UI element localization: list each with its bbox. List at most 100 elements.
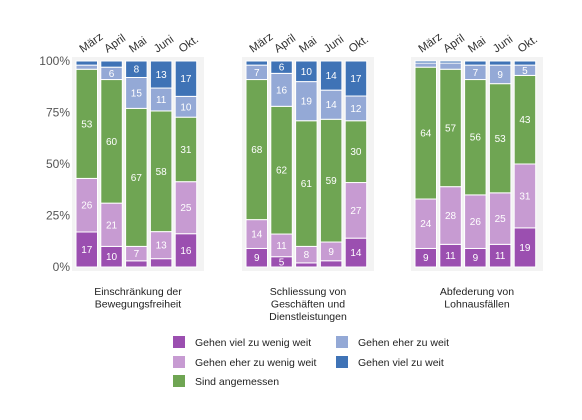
x-category-label: Okt. <box>347 34 371 56</box>
bar-data-label: 11 <box>445 251 456 262</box>
bar-segment <box>100 60 123 68</box>
bar-data-label: 25 <box>495 214 507 225</box>
legend-label: Gehen viel zu weit <box>358 357 444 369</box>
legend-item: Gehen eher zu wenig weit <box>173 356 316 369</box>
bar-data-label: 11 <box>156 95 167 106</box>
bar-data-label: 28 <box>445 211 457 222</box>
bar-data-label: 26 <box>470 217 482 228</box>
bar-segment <box>439 62 462 70</box>
bar-data-label: 7 <box>254 68 260 79</box>
y-tick-label: 0% <box>53 260 71 274</box>
bar-data-label: 5 <box>522 66 528 77</box>
bar-data-label: 11 <box>495 251 506 262</box>
bar-data-label: 27 <box>350 206 362 217</box>
bar-segment <box>149 258 173 268</box>
legend-label: Gehen viel zu wenig weit <box>195 337 311 349</box>
x-category-label: April <box>272 32 298 55</box>
bar-data-label: 10 <box>180 102 192 113</box>
x-category-label: März <box>78 31 106 56</box>
bar-data-label: 7 <box>134 249 140 260</box>
bar-data-label: 10 <box>106 252 118 263</box>
x-category-label: Juni <box>152 34 176 56</box>
bar-data-label: 17 <box>81 245 93 256</box>
bar-data-label: 17 <box>350 74 362 85</box>
bar-segment <box>488 60 512 66</box>
bar-segment <box>414 62 437 68</box>
bar-data-label: 12 <box>350 104 362 115</box>
bar-segment <box>319 60 343 91</box>
bar-data-label: 7 <box>473 68 479 79</box>
bar-data-label: 64 <box>420 129 432 140</box>
x-category-label: März <box>417 31 445 56</box>
legend-swatch <box>336 356 348 368</box>
legend-label: Gehen eher zu wenig weit <box>195 357 316 369</box>
bar-data-label: 14 <box>251 230 263 241</box>
bar-data-label: 21 <box>106 220 118 231</box>
legend-swatch <box>173 375 185 387</box>
bar-data-label: 9 <box>254 253 260 264</box>
bar-segment <box>125 260 148 268</box>
x-category-label: Okt. <box>177 34 201 56</box>
legend-swatch <box>173 356 185 368</box>
bar-data-label: 9 <box>328 247 334 258</box>
y-tick-label: 50% <box>46 157 70 171</box>
bar-data-label: 53 <box>495 134 507 145</box>
x-category-label: April <box>441 32 467 55</box>
x-category-label: Mai <box>466 35 488 55</box>
y-tick-label: 100% <box>39 54 70 68</box>
bar-data-label: 9 <box>423 253 429 264</box>
bar-data-label: 11 <box>276 241 287 252</box>
x-category-label: Mai <box>297 35 319 55</box>
bar-data-label: 8 <box>134 65 140 76</box>
bar-data-label: 58 <box>156 167 168 178</box>
facet-label: Geschäften und <box>271 299 345 311</box>
bar-data-label: 31 <box>519 191 531 202</box>
legend-label: Gehen eher zu weit <box>358 337 449 349</box>
legend-item: Gehen eher zu weit <box>336 336 449 349</box>
bar-segment <box>245 60 268 66</box>
bar-segment <box>295 262 318 268</box>
bar-data-label: 62 <box>276 166 288 177</box>
bar-segment <box>439 60 462 64</box>
facet-label: Einschränkung der <box>94 286 182 298</box>
bar-data-label: 56 <box>470 133 482 144</box>
y-tick-label: 25% <box>46 209 70 223</box>
bar-data-label: 26 <box>81 201 93 212</box>
bar-data-label: 30 <box>350 147 362 158</box>
bar-data-label: 8 <box>304 250 310 261</box>
bar-data-label: 6 <box>279 63 285 74</box>
bar-segment <box>270 60 293 74</box>
facet-label: Lohnausfällen <box>444 299 510 311</box>
bar-data-label: 14 <box>350 248 362 259</box>
facet-label: Abfederung von <box>440 286 514 298</box>
bar-data-label: 9 <box>473 253 479 264</box>
bar-segment <box>125 60 148 78</box>
bar-data-label: 19 <box>519 243 531 254</box>
bar-segment <box>149 60 173 89</box>
bar-data-label: 25 <box>180 203 192 214</box>
bar-data-label: 60 <box>106 137 118 148</box>
x-category-label: April <box>102 32 128 55</box>
bar-data-label: 43 <box>519 115 531 126</box>
bar-segment <box>319 260 343 268</box>
bar-data-label: 57 <box>445 123 457 134</box>
bar-segment <box>464 60 487 66</box>
bar-segment <box>414 60 437 64</box>
x-category-label: Juni <box>491 34 515 56</box>
bar-data-label: 10 <box>301 67 313 78</box>
bar-segment <box>174 60 198 97</box>
x-category-label: Okt. <box>516 34 540 56</box>
x-category-label: März <box>248 31 276 56</box>
facet-label: Dienstleistungen <box>269 311 347 323</box>
bar-data-label: 53 <box>81 119 93 130</box>
bar-data-label: 16 <box>276 85 288 96</box>
bar-segment <box>295 60 318 83</box>
bar-data-label: 68 <box>251 145 263 156</box>
legend-item: Gehen viel zu weit <box>336 356 444 369</box>
bar-data-label: 61 <box>301 179 313 190</box>
bar-data-label: 13 <box>156 241 168 252</box>
bar-data-label: 13 <box>156 70 168 81</box>
bar-data-label: 17 <box>180 74 192 85</box>
bar-data-label: 5 <box>279 257 285 268</box>
